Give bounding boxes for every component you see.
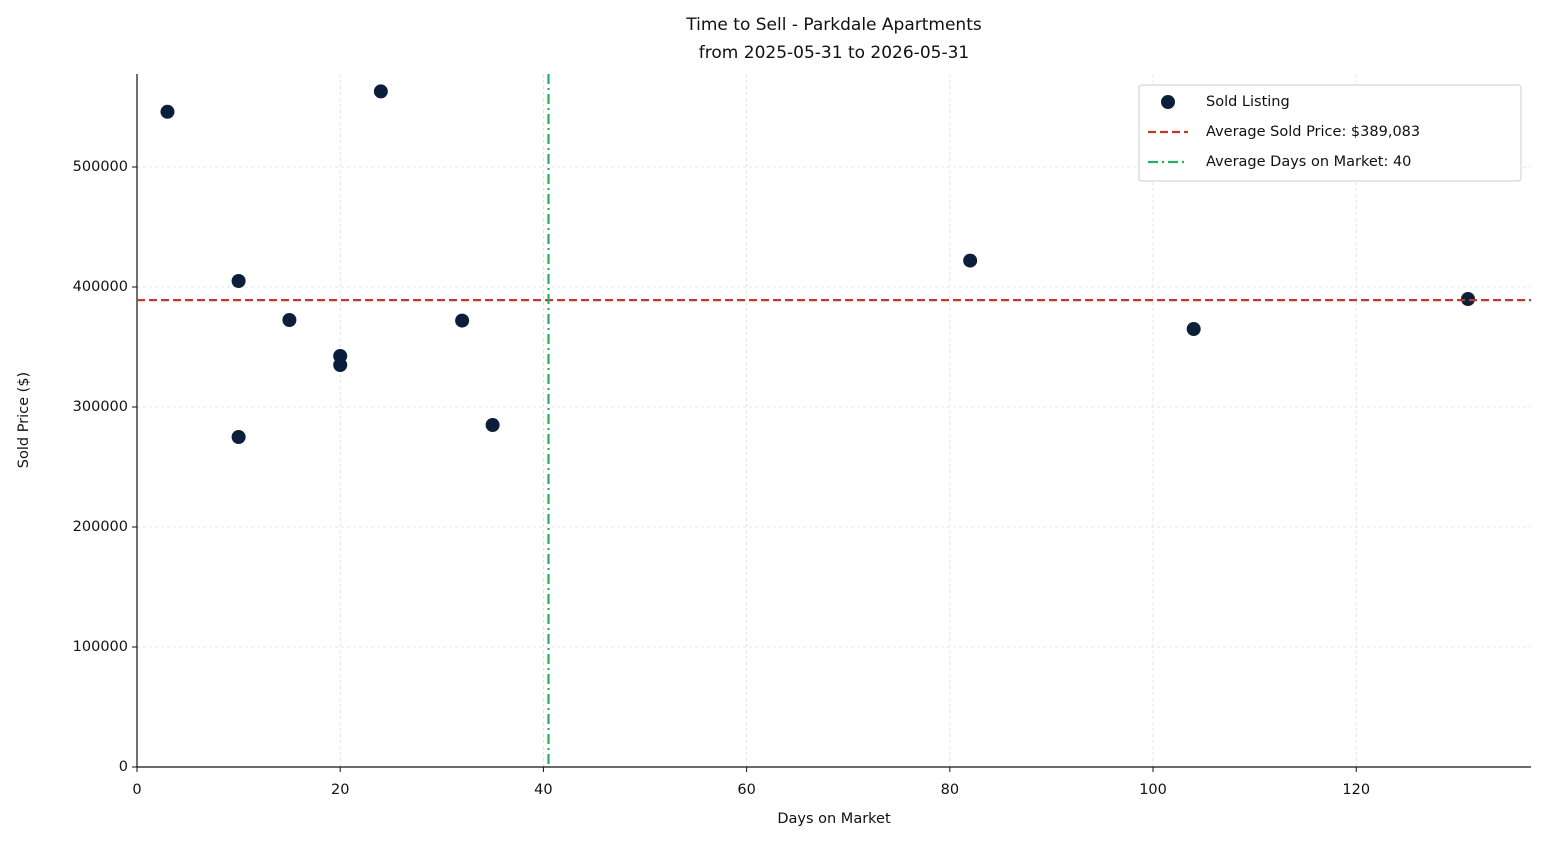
legend-box — [1138, 84, 1522, 182]
y-tick-label: 100000 — [73, 639, 128, 655]
point — [333, 358, 348, 372]
point — [231, 430, 246, 444]
point — [160, 104, 175, 119]
point — [231, 274, 246, 288]
y-tick-label: 300000 — [73, 399, 128, 415]
x-tick-label: 20 — [331, 782, 349, 798]
legend-label: Sold Listing — [1206, 94, 1290, 110]
x-tick-label: 0 — [132, 782, 141, 798]
legend-marker — [1161, 95, 1175, 109]
x-tick-label: 40 — [534, 782, 552, 798]
x-tick-label: 60 — [737, 782, 755, 798]
x-tick-label: 100 — [1139, 782, 1167, 798]
x-tick-label: 120 — [1342, 782, 1370, 798]
point — [1461, 292, 1476, 306]
point — [455, 313, 470, 328]
point — [282, 313, 297, 327]
legend-label: Average Sold Price: $389,083 — [1206, 124, 1420, 140]
point — [373, 84, 388, 99]
y-tick-label: 200000 — [73, 519, 128, 535]
y-tick-label: 400000 — [73, 279, 128, 295]
y-tick-label: 0 — [119, 759, 128, 775]
point — [1186, 322, 1201, 336]
chart-title: Time to Sell - Parkdale Apartments — [685, 15, 982, 35]
y-axis-label: Sold Price ($) — [16, 372, 32, 468]
point — [963, 253, 978, 268]
x-tick-label: 80 — [941, 782, 959, 798]
y-tick-label: 500000 — [73, 159, 128, 175]
x-axis-label: Days on Market — [777, 811, 891, 827]
point — [485, 418, 500, 432]
chart-subtitle: from 2025-05-31 to 2026-05-31 — [699, 43, 969, 63]
legend-label: Average Days on Market: 40 — [1206, 154, 1411, 170]
